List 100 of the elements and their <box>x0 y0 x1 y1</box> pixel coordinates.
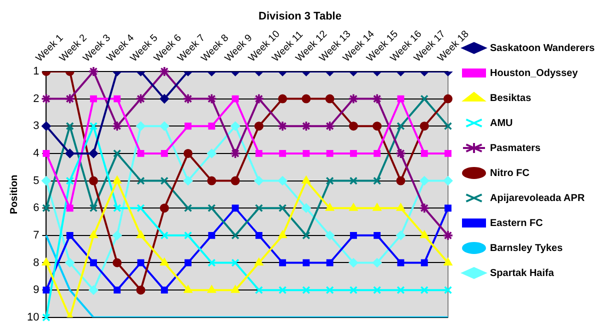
point <box>396 286 405 294</box>
point <box>113 176 122 184</box>
point <box>420 176 429 186</box>
point <box>160 122 169 131</box>
point <box>374 232 381 239</box>
point <box>112 230 122 240</box>
point <box>350 150 357 157</box>
point <box>397 259 404 266</box>
legend-label: Saskatoon Wanderers <box>490 42 596 54</box>
point <box>232 204 239 212</box>
point <box>42 176 51 186</box>
point <box>184 148 193 158</box>
point <box>420 150 428 157</box>
point <box>184 259 192 266</box>
point <box>420 259 428 266</box>
point <box>65 258 74 268</box>
point <box>420 122 429 131</box>
point <box>114 95 121 102</box>
point <box>232 95 239 102</box>
point <box>444 204 452 212</box>
legend-label: Besiktas <box>490 92 532 104</box>
point <box>254 258 263 266</box>
point <box>372 258 382 268</box>
point <box>136 230 145 238</box>
y-tick-label: 6 <box>33 202 40 214</box>
point <box>326 150 334 157</box>
point <box>66 232 74 239</box>
point <box>397 95 404 102</box>
point <box>66 204 74 212</box>
point <box>66 122 74 130</box>
point <box>137 259 144 266</box>
point <box>160 150 168 157</box>
point <box>254 122 264 131</box>
point <box>231 286 240 293</box>
point <box>89 230 98 238</box>
y-axis-title: Position <box>8 174 20 214</box>
point <box>372 122 382 131</box>
point <box>278 176 288 186</box>
point <box>89 176 98 186</box>
point <box>90 259 97 266</box>
point <box>444 258 452 266</box>
point <box>160 176 168 185</box>
point <box>42 204 50 212</box>
point <box>207 176 216 186</box>
point <box>184 122 192 130</box>
point <box>302 150 310 157</box>
legend-label: Houston_Odyssey <box>490 68 578 79</box>
point <box>208 122 216 130</box>
point <box>348 122 358 131</box>
point <box>325 94 334 104</box>
legend-label: Barnsley Tykes <box>490 242 564 254</box>
point <box>42 286 50 294</box>
point <box>302 204 311 213</box>
point <box>89 286 98 295</box>
point <box>444 150 452 157</box>
y-tick-label: 2 <box>33 92 40 105</box>
point <box>444 176 452 186</box>
y-tick-label: 8 <box>33 256 40 269</box>
y-tick-label: 3 <box>33 120 40 132</box>
point <box>420 230 428 238</box>
point <box>90 95 97 102</box>
legend-label: Apijarevoleada APR <box>490 192 586 204</box>
y-tick-label: 7 <box>33 229 40 242</box>
legend-label: Pasmaters <box>490 142 542 154</box>
legend-label: Spartak Haifa <box>490 268 554 279</box>
point <box>348 258 358 268</box>
point <box>302 176 310 184</box>
point <box>326 259 334 266</box>
point <box>396 230 406 240</box>
y-tick-label: 10 <box>26 311 40 324</box>
point <box>302 94 311 104</box>
point <box>374 150 381 157</box>
point <box>207 148 216 158</box>
point <box>136 122 146 131</box>
point <box>160 94 169 104</box>
point <box>184 176 193 186</box>
point <box>160 204 169 213</box>
point <box>208 204 216 212</box>
y-tick-label: 9 <box>33 284 40 296</box>
point <box>326 204 334 211</box>
point <box>396 176 406 186</box>
point <box>42 122 51 131</box>
point <box>112 258 122 268</box>
point <box>230 176 240 186</box>
y-tick-label: 5 <box>33 174 40 187</box>
point <box>325 230 334 240</box>
point <box>160 286 168 294</box>
legend-label: Eastern FC <box>490 218 543 229</box>
point <box>114 286 121 294</box>
point <box>230 122 240 131</box>
legend-label: AMU <box>490 118 513 129</box>
point <box>137 150 144 157</box>
point <box>255 232 262 239</box>
point <box>160 258 168 266</box>
point <box>42 150 50 157</box>
y-tick-label: 4 <box>33 147 40 160</box>
y-tick-label: 1 <box>33 65 40 78</box>
point <box>65 148 74 158</box>
point <box>208 286 216 293</box>
legend-label: Nitro FC <box>490 168 530 179</box>
